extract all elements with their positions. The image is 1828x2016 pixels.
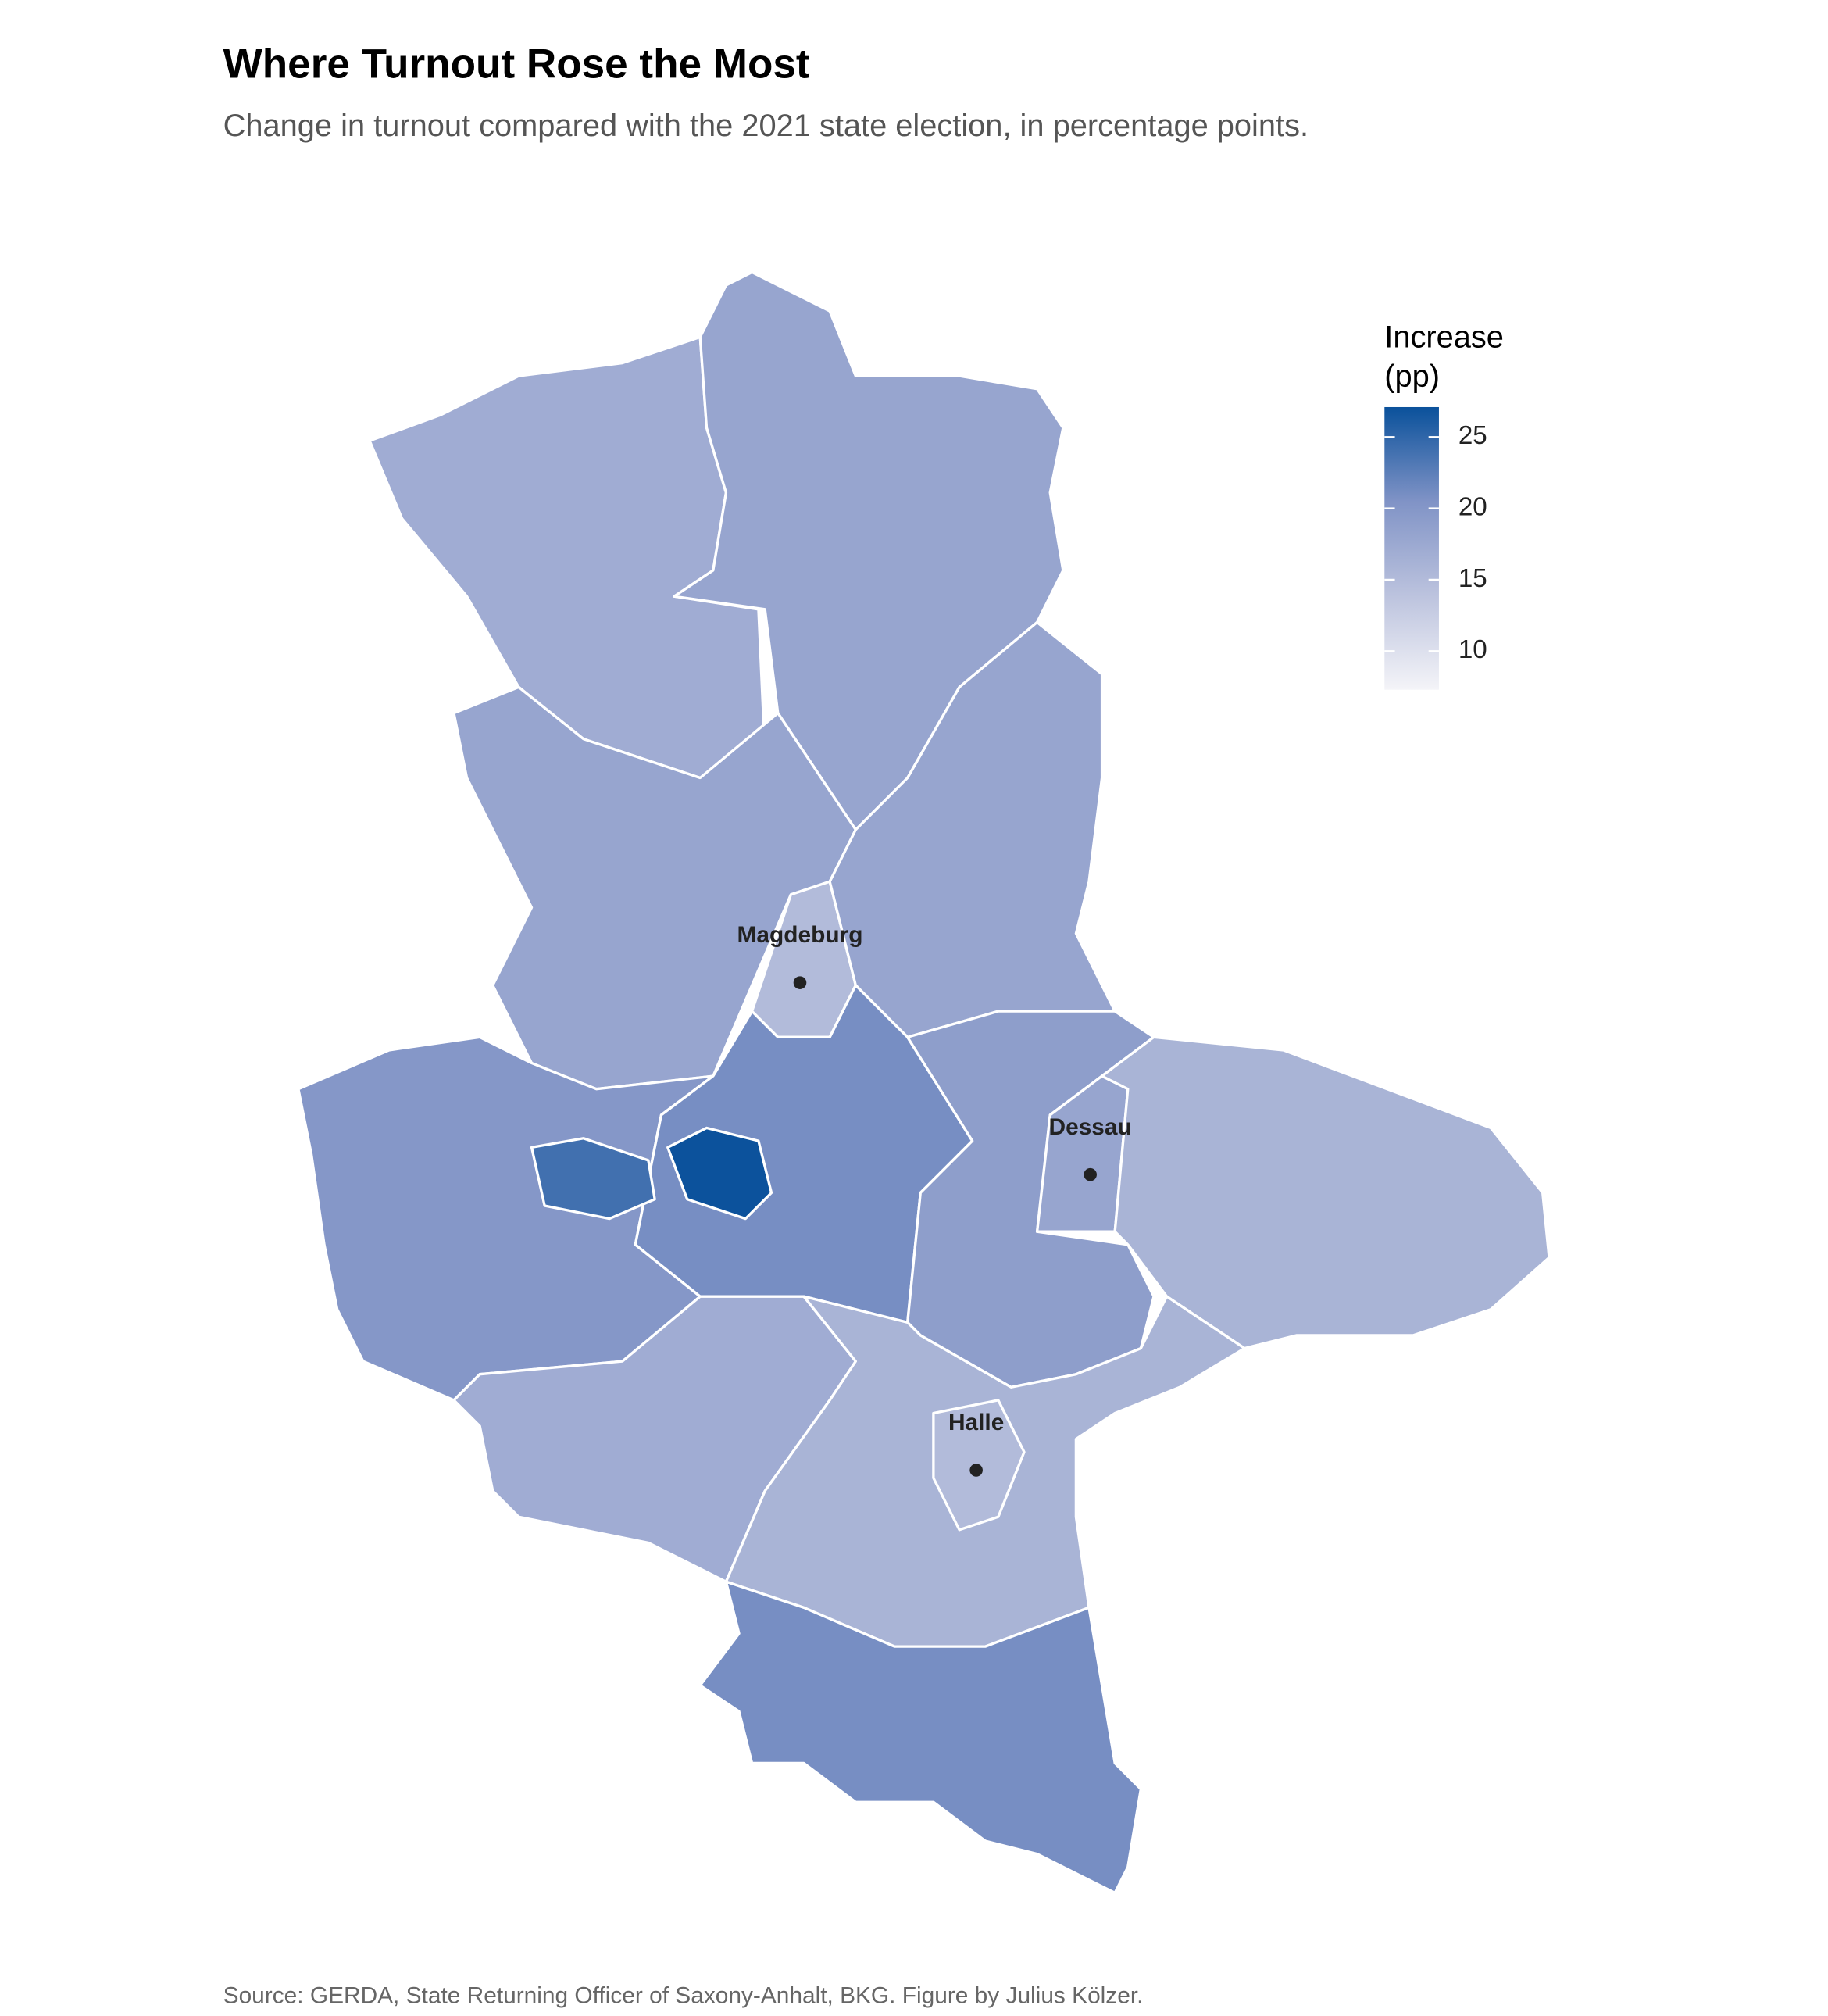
legend-tick-label: 25	[1458, 421, 1487, 450]
city-label: Halle	[948, 1410, 1004, 1435]
legend-tick-label: 10	[1458, 635, 1487, 664]
title: Where Turnout Rose the Most	[223, 41, 810, 88]
subtitle: Change in turnout compared with the 2021…	[223, 109, 1309, 143]
city-label: Magdeburg	[737, 922, 863, 948]
legend: Increase (pp) 10 15 20 25	[1384, 320, 1504, 690]
region	[530, 1137, 656, 1221]
legend-title: Increase	[1384, 320, 1504, 355]
region	[666, 1126, 773, 1221]
region	[698, 1580, 1143, 1895]
cities: Magdeburg Dessau Halle	[737, 922, 1132, 1477]
legend-tick-label: 20	[1458, 492, 1487, 521]
city-dot	[969, 1464, 983, 1477]
city-label: Dessau	[1049, 1114, 1132, 1140]
legend-title: (pp)	[1384, 359, 1440, 393]
colorbar	[1384, 406, 1439, 690]
city-dot	[1084, 1167, 1097, 1181]
regions	[297, 270, 1551, 1895]
source: Source: GERDA, State Returning Officer o…	[223, 1982, 1144, 2008]
legend-tick-label: 15	[1458, 564, 1487, 593]
city-dot	[793, 976, 807, 989]
region	[1100, 1035, 1551, 1350]
region	[906, 1010, 1155, 1389]
region	[452, 685, 857, 1091]
